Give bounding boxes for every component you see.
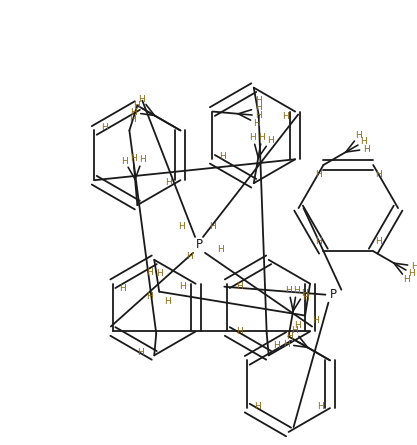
Text: H: H [311,316,319,325]
Text: H: H [255,103,261,112]
Text: H: H [178,222,184,231]
Text: H: H [317,401,324,411]
Text: H: H [133,101,140,109]
Text: H: H [255,96,262,105]
Text: H: H [293,286,300,295]
Text: H: H [138,94,145,104]
Text: H: H [236,327,243,336]
Text: H: H [301,289,308,298]
Text: H: H [186,252,193,261]
Text: H: H [285,286,292,295]
Text: H: H [363,145,370,154]
Text: H: H [210,222,216,231]
Text: H: H [146,268,153,277]
Text: H: H [375,170,382,179]
Text: H: H [273,341,280,350]
Text: H: H [411,262,417,271]
Text: H: H [164,297,171,306]
Text: H: H [119,284,126,293]
Text: H: H [361,137,367,146]
Text: H: H [403,275,410,284]
Text: H: H [409,269,415,278]
Text: H: H [101,123,108,132]
Text: H: H [179,282,186,291]
Text: H: H [254,401,261,411]
Text: P: P [196,239,203,251]
Text: H: H [218,245,224,255]
Text: H: H [146,292,153,301]
Text: H: H [129,115,136,124]
Text: H: H [284,340,290,349]
Text: H: H [286,332,293,341]
Text: H: H [267,136,274,145]
Text: P: P [330,288,337,301]
Text: H: H [375,237,382,246]
Text: H: H [236,282,243,291]
Text: H: H [315,170,322,179]
Text: H: H [259,133,265,142]
Text: H: H [165,178,172,187]
Text: H: H [249,133,256,142]
Text: H: H [302,293,309,302]
Text: H: H [254,119,260,128]
Text: H: H [315,237,322,246]
Text: H: H [121,157,128,166]
Text: H: H [137,348,144,357]
Text: H: H [131,108,137,117]
Text: H: H [282,112,289,121]
Text: H: H [219,152,226,161]
Text: H: H [130,154,137,163]
Text: H: H [355,131,362,140]
Text: H: H [291,327,298,336]
Text: H: H [256,111,262,120]
Text: H: H [139,155,146,164]
Text: H: H [156,269,163,278]
Text: H: H [294,321,301,330]
